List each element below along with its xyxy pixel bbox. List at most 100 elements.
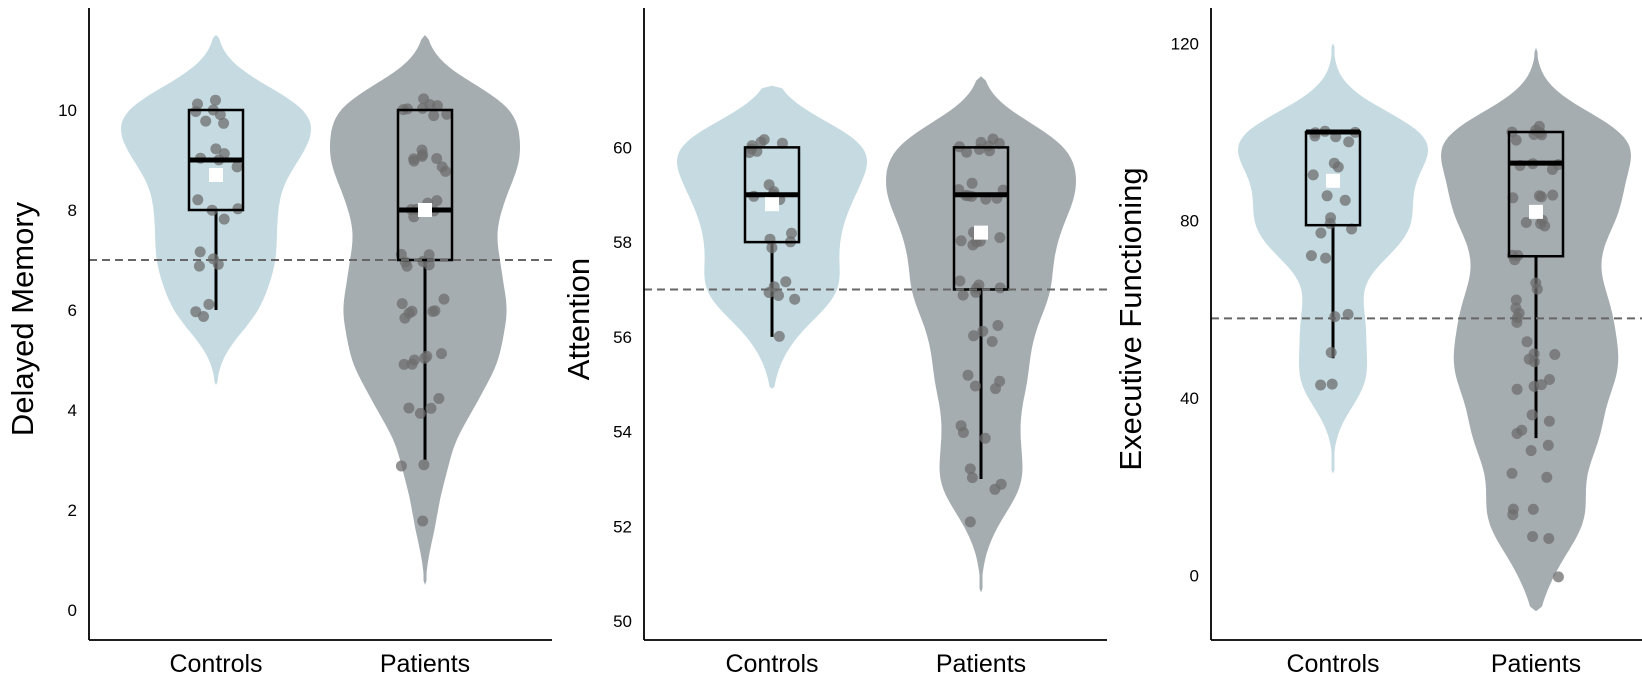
controls-point (1307, 169, 1319, 181)
controls-point (1339, 194, 1351, 206)
patients-point (1546, 164, 1558, 175)
controls-point (194, 246, 206, 258)
patients-point (966, 177, 978, 189)
patients-point (1552, 571, 1564, 583)
controls-point (1324, 218, 1336, 229)
y-tick-label: 0 (1190, 567, 1199, 586)
patients-point (992, 320, 1004, 331)
y-tick-label: 40 (1180, 389, 1199, 408)
controls-point (786, 227, 797, 239)
patients-point (414, 407, 426, 419)
patients-point (957, 427, 969, 438)
y-tick-label: 120 (1171, 34, 1199, 53)
controls-point (776, 137, 788, 149)
patients-point (994, 232, 1006, 244)
patients-point (417, 515, 429, 527)
patients-point (419, 352, 431, 364)
controls-point (218, 117, 230, 129)
patients-point (1527, 531, 1539, 542)
controls-point (773, 290, 784, 301)
controls-point (190, 106, 202, 117)
patients-point (957, 289, 969, 301)
controls-point (203, 298, 215, 310)
patients-point (1510, 134, 1522, 146)
patients-point (406, 358, 418, 370)
patients-point (1544, 374, 1555, 385)
controls-point (210, 143, 222, 155)
controls-point (193, 260, 205, 272)
controls-point (1326, 378, 1338, 390)
patients-point (986, 336, 998, 347)
patients-point (441, 108, 453, 120)
patients-box (396, 108, 454, 262)
patients-point (408, 211, 420, 223)
patients-point (955, 235, 967, 247)
patients-point (423, 259, 435, 271)
patients-point (979, 432, 991, 444)
x-category-label: Patients (936, 650, 1026, 678)
controls-point (780, 276, 792, 288)
patients-point (1511, 316, 1523, 328)
y-tick-label: 8 (68, 201, 77, 220)
patients-point (425, 402, 437, 414)
patients-mean-marker (1529, 204, 1543, 219)
patients-point (1511, 383, 1523, 395)
panel-attention: 50 52 54 56 58 60 Controls Patients Attention (561, 8, 1107, 678)
controls-mean-marker (1326, 173, 1340, 188)
controls-point (212, 258, 224, 270)
panel-delayed-memory: 0 2 4 6 8 10 Controls Patients Delayed Memory (5, 8, 552, 678)
controls-point (1325, 347, 1337, 358)
patients-point (989, 483, 1001, 495)
controls-point (210, 94, 221, 106)
patients-mean-marker (418, 203, 432, 217)
patients-point (1543, 533, 1555, 544)
x-category-label: Patients (1491, 650, 1581, 678)
controls-point (755, 136, 767, 148)
patients-point (431, 100, 443, 112)
patients-point (403, 402, 415, 414)
controls-point (773, 330, 785, 342)
x-category-label: Patients (380, 650, 470, 678)
patients-point (1507, 509, 1519, 521)
patients-point (1525, 445, 1537, 457)
y-tick-label: 60 (613, 138, 632, 157)
patients-point (966, 472, 978, 484)
y-axis-title: Attention (561, 258, 596, 380)
patients-point (990, 383, 1001, 395)
patients-point (1520, 217, 1532, 228)
y-tick-label: 56 (613, 328, 632, 347)
patients-box (952, 146, 1010, 291)
controls-point (218, 213, 230, 225)
patients-point (433, 393, 445, 404)
y-tick-label: 50 (613, 612, 632, 631)
controls-point (1315, 379, 1327, 391)
patients-point (1526, 409, 1538, 421)
patients-point (1543, 415, 1555, 427)
patients-point (438, 293, 450, 305)
patients-point (1542, 439, 1554, 451)
y-tick-label: 6 (68, 301, 77, 320)
controls-point (1329, 311, 1341, 323)
patients-point (395, 460, 407, 472)
panel-executive-functioning: 0 40 80 120 Controls Patients Executive Functi… (1113, 8, 1642, 678)
patients-point (1531, 283, 1543, 295)
y-tick-label: 4 (68, 401, 77, 420)
patients-point (1549, 349, 1561, 360)
patients-point (417, 102, 429, 114)
patients-point (436, 348, 447, 360)
controls-point (214, 109, 226, 121)
patients-point (994, 282, 1006, 294)
controls-point (200, 115, 212, 127)
controls-point (1320, 252, 1332, 264)
y-tick-label: 0 (68, 601, 77, 620)
patients-point (417, 149, 429, 161)
y-tick-label: 2 (68, 501, 77, 520)
y-axis-title: Executive Functioning (1113, 167, 1148, 470)
patients-point (977, 325, 989, 337)
patients-point (1536, 191, 1547, 203)
patients-point (964, 516, 976, 528)
patients-mean-marker (974, 225, 988, 240)
patients-point (431, 195, 443, 207)
controls-point (1321, 190, 1333, 202)
